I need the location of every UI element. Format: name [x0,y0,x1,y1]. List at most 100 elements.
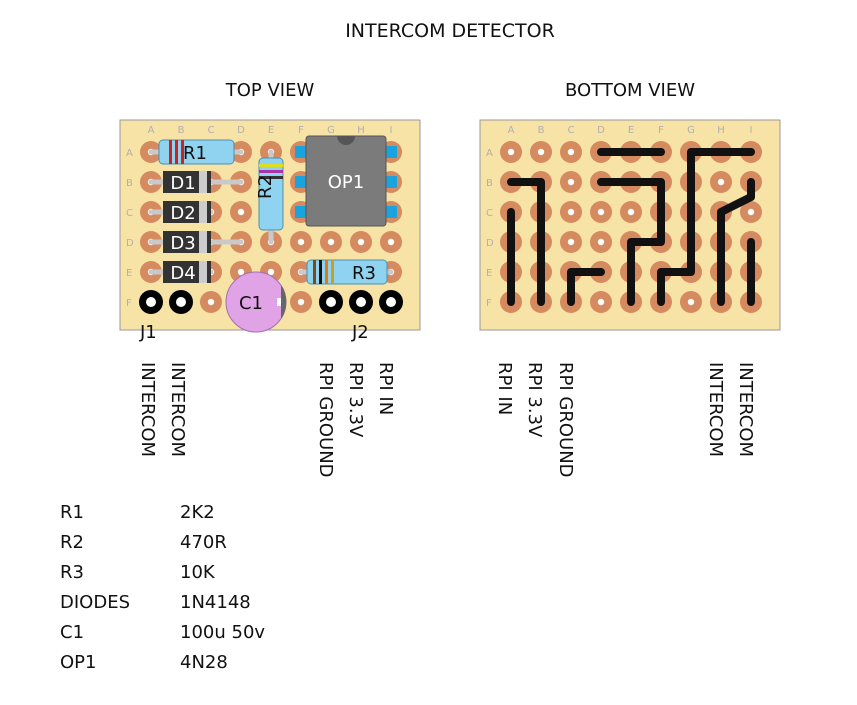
diode-d3-label: D3 [170,233,195,254]
pad-hole [687,298,695,306]
top-col-label: D [237,125,245,136]
ic-pin [295,206,307,218]
track-col-c [567,268,605,306]
track-col-e [597,178,665,306]
resistor-r3-label: R3 [352,263,376,284]
bottom-row-label: F [486,298,492,309]
diode-d2-label: D2 [170,203,195,224]
pad-hole [327,238,335,246]
top-pin-label-intercom-2: INTERCOM [167,362,188,458]
top-row-label: F [126,298,132,309]
bottom-pin-label-rpi-in: RPI IN [494,362,515,416]
resistor-band [259,170,283,173]
pad-hole [387,238,395,246]
pad-hole [747,208,755,216]
bom-ref-r3: R3 [60,562,84,583]
pad-hole [567,148,575,156]
pad-hole [237,268,245,276]
diode-d2-band [199,201,207,223]
top-row-label: A [126,148,133,159]
resistor-band [319,260,322,284]
top-view-label: TOP VIEW [225,80,315,101]
header-pin-hole [386,297,396,307]
header-pin-hole [146,297,156,307]
top-pin-label-intercom-1: INTERCOM [137,362,158,458]
bottom-col-label: A [508,125,515,136]
track-col-h [717,178,755,306]
j2-label: J2 [352,322,369,343]
resistor-band [181,140,184,164]
track-col-b [507,178,545,306]
top-col-label: F [298,125,304,136]
resistor-band [169,140,172,164]
pad-hole [297,238,305,246]
bottom-col-label: D [597,125,605,136]
bottom-row-label: D [486,238,494,249]
resistor-band [313,260,316,284]
pad-hole [717,178,725,186]
ic-pin [295,146,307,158]
resistor-r1-label: R1 [183,143,207,164]
bottom-view-label: BOTTOM VIEW [564,80,696,101]
ic-pin [385,176,397,188]
bottom-row-label: B [486,178,493,189]
j1-label: J1 [140,322,157,343]
pad-hole [567,208,575,216]
bottom-pin-label-intercom-2: INTERCOM [735,362,756,458]
top-row-label: D [126,238,134,249]
diode-d1-label: D1 [170,173,195,194]
bottom-col-label: B [538,125,545,136]
diode-d4-band [199,261,207,283]
ic-op1-label: OP1 [328,172,364,193]
top-col-label: I [390,125,393,136]
pad-hole [207,298,215,306]
pad-hole [627,208,635,216]
bom-ref-c1: C1 [60,622,85,643]
bom-value-r2: 470R [180,532,227,553]
pad-hole [507,148,515,156]
pad-hole [597,238,605,246]
diode-d3-band [199,231,207,253]
bom-ref-r2: R2 [60,532,84,553]
header-pin-hole [176,297,186,307]
bottom-row-label: A [486,148,493,159]
ic-notch [337,136,355,145]
resistor-band [325,260,328,284]
top-row-label: C [126,208,133,219]
bottom-pin-label-rpi-ground: RPI GROUND [555,362,576,478]
top-pin-label-rpi-in: RPI IN [375,362,396,416]
top-col-label: E [268,125,274,136]
resistor-r2-label: R2 [255,175,276,199]
ic-pin [295,176,307,188]
bom-value-r3: 10K [180,562,215,583]
track-col-g [657,148,755,306]
top-col-label: H [357,125,365,136]
resistor-band [331,260,334,284]
bom-ref-op1: OP1 [60,652,97,673]
bottom-row-label: C [486,208,493,219]
pad-hole [357,238,365,246]
capacitor-c1-label: C1 [239,293,263,314]
top-col-label: A [148,125,155,136]
top-col-label: C [208,125,215,136]
ic-pin [385,146,397,158]
pad-hole [237,208,245,216]
diode-d1-band [199,171,207,193]
bottom-row-label: E [486,268,492,279]
pad-hole [597,298,605,306]
bottom-col-label: I [750,125,753,136]
capacitor-c1-mark [277,298,281,306]
pad-hole [267,268,275,276]
bom-value-diodes: 1N4148 [180,592,251,613]
bom-value-c1: 100u 50v [180,622,266,643]
diode-d4-label: D4 [170,263,195,284]
bottom-col-label: E [628,125,634,136]
top-view-board: A B C D E F G H I A B C D E F R1 D1 D2 D3 D4 R2 OP1 R3 C1 [119,119,421,333]
bom-ref-diodes: DIODES [60,592,130,613]
pad-hole [297,298,305,306]
top-col-label: B [178,125,185,136]
bottom-col-label: C [568,125,575,136]
bottom-col-label: H [717,125,725,136]
bottom-view-board: A B C D E F G H I A B C D E F [479,119,781,331]
pad-hole [567,178,575,186]
